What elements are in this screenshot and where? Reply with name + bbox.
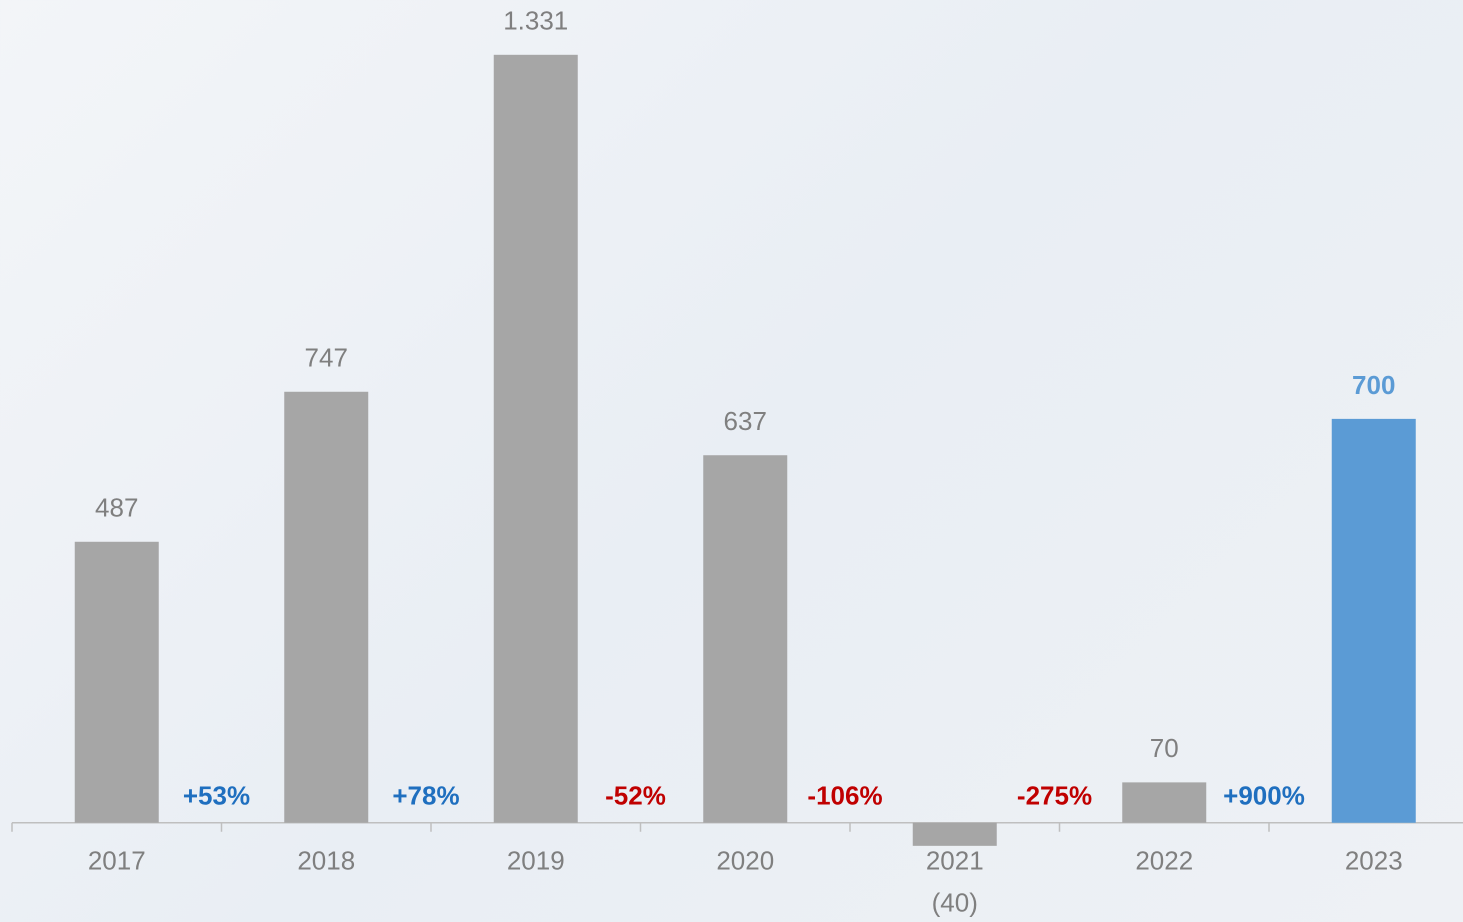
bar bbox=[703, 455, 788, 823]
x-tick-label: 2022 bbox=[1135, 846, 1193, 876]
value-label: 637 bbox=[724, 406, 767, 436]
x-tick-label: 2020 bbox=[716, 846, 774, 876]
x-tick-label: 2019 bbox=[507, 846, 565, 876]
bar bbox=[912, 822, 997, 846]
value-label: 70 bbox=[1150, 733, 1179, 763]
x-tick-label: 2017 bbox=[88, 846, 146, 876]
growth-label: -275% bbox=[1017, 781, 1092, 811]
value-label: 1.331 bbox=[503, 6, 568, 36]
growth-label: -106% bbox=[807, 781, 882, 811]
bar bbox=[284, 391, 369, 823]
growth-label: -52% bbox=[605, 781, 666, 811]
growth-label: +78% bbox=[392, 781, 459, 811]
x-tick-label: 2021 bbox=[926, 846, 984, 876]
bar bbox=[1331, 418, 1416, 823]
value-label: (40) bbox=[932, 888, 978, 918]
value-label: 487 bbox=[95, 493, 138, 523]
value-label: 700 bbox=[1352, 370, 1395, 400]
bar bbox=[74, 541, 159, 823]
bar bbox=[1122, 782, 1207, 823]
value-label: 747 bbox=[305, 343, 348, 373]
x-tick-label: 2018 bbox=[297, 846, 355, 876]
growth-label: +900% bbox=[1223, 781, 1305, 811]
x-tick-label: 2023 bbox=[1345, 846, 1403, 876]
bar bbox=[493, 54, 578, 823]
growth-label: +53% bbox=[183, 781, 250, 811]
